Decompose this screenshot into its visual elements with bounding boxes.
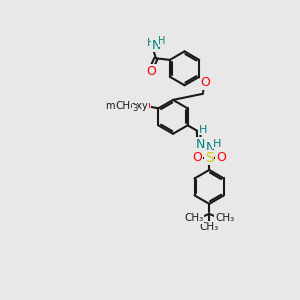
Text: N: N bbox=[206, 141, 215, 154]
Text: H: H bbox=[158, 36, 166, 46]
Text: O: O bbox=[200, 76, 210, 89]
Text: H: H bbox=[199, 125, 207, 135]
Text: O: O bbox=[146, 65, 156, 78]
Text: methoxy: methoxy bbox=[105, 101, 148, 111]
Text: CH₃: CH₃ bbox=[184, 214, 203, 224]
Text: CH₃: CH₃ bbox=[215, 214, 234, 224]
Text: O: O bbox=[216, 151, 226, 164]
Text: H: H bbox=[213, 139, 221, 149]
Text: CH: CH bbox=[116, 101, 130, 111]
Text: O: O bbox=[193, 151, 202, 164]
Text: N: N bbox=[195, 138, 205, 151]
Text: O: O bbox=[140, 100, 150, 112]
Text: S: S bbox=[205, 151, 214, 165]
Text: H: H bbox=[146, 38, 155, 48]
Text: CH₃: CH₃ bbox=[200, 222, 219, 232]
Text: 3: 3 bbox=[133, 104, 138, 113]
Text: N: N bbox=[152, 39, 161, 52]
